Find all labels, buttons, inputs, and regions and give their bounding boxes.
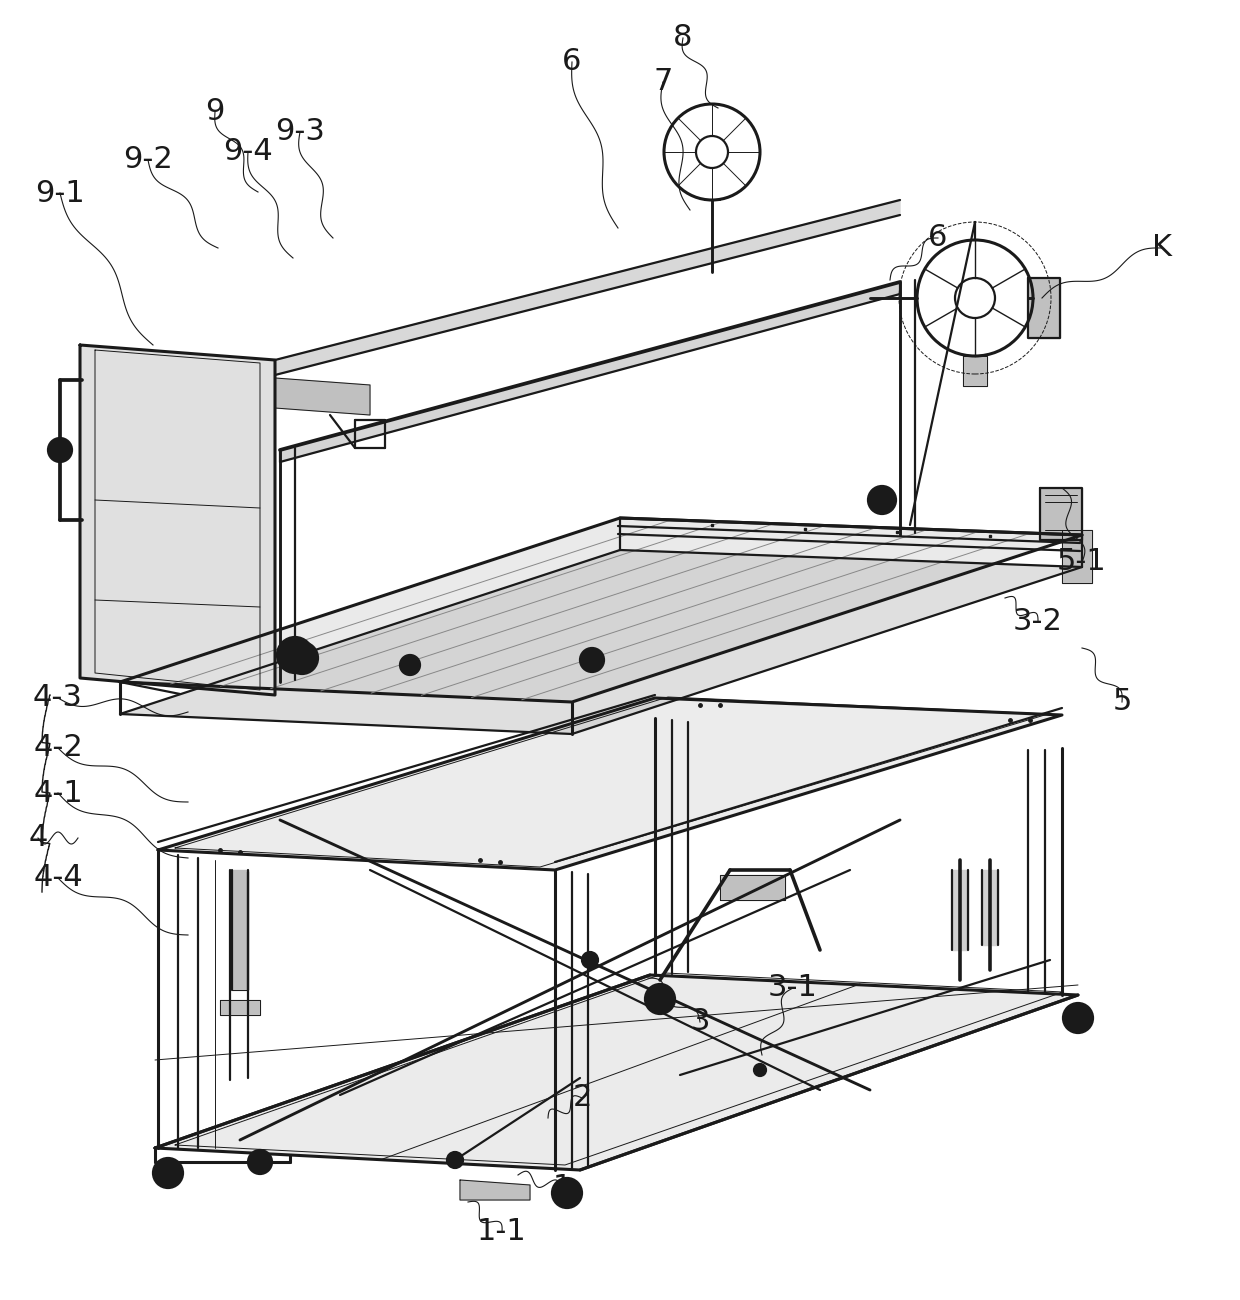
Circle shape [446, 1152, 463, 1167]
Polygon shape [982, 870, 998, 945]
Text: 5-1: 5-1 [1058, 547, 1107, 576]
Circle shape [645, 984, 675, 1014]
Circle shape [1063, 1004, 1092, 1034]
Circle shape [286, 642, 317, 673]
Text: 8: 8 [673, 23, 693, 52]
Text: 5: 5 [1112, 688, 1132, 716]
Polygon shape [1061, 530, 1092, 582]
Circle shape [580, 647, 604, 672]
Text: 2: 2 [573, 1083, 591, 1113]
Circle shape [48, 438, 72, 462]
Polygon shape [155, 975, 1078, 1170]
Text: 9: 9 [206, 98, 224, 126]
Polygon shape [219, 1000, 260, 1015]
Text: 9-3: 9-3 [275, 117, 325, 147]
Text: 7: 7 [653, 68, 672, 96]
Text: 3-1: 3-1 [768, 974, 818, 1002]
Text: 4: 4 [29, 823, 47, 853]
Text: 9-2: 9-2 [123, 146, 172, 174]
Polygon shape [120, 550, 1083, 734]
Circle shape [552, 1178, 582, 1208]
Text: 3-2: 3-2 [1013, 607, 1063, 637]
Polygon shape [275, 200, 900, 374]
Text: 6: 6 [929, 224, 947, 252]
Polygon shape [460, 1180, 529, 1200]
Polygon shape [1040, 488, 1083, 540]
Text: 9-4: 9-4 [223, 138, 273, 166]
Polygon shape [1028, 278, 1060, 338]
Polygon shape [275, 378, 370, 415]
Polygon shape [120, 517, 1083, 702]
Text: 1-1: 1-1 [477, 1218, 527, 1247]
Circle shape [582, 952, 598, 968]
Polygon shape [81, 344, 275, 696]
Text: 4-2: 4-2 [33, 733, 83, 763]
Polygon shape [952, 870, 968, 950]
Circle shape [868, 486, 897, 514]
Polygon shape [157, 698, 1061, 870]
Text: 1: 1 [552, 1174, 572, 1203]
Text: 6: 6 [562, 48, 582, 77]
Circle shape [248, 1150, 272, 1174]
Text: 3: 3 [691, 1008, 709, 1036]
Polygon shape [232, 870, 248, 991]
Text: 4-4: 4-4 [33, 863, 83, 893]
Polygon shape [280, 282, 900, 462]
Circle shape [401, 655, 420, 675]
Polygon shape [720, 875, 785, 900]
Circle shape [153, 1158, 184, 1188]
Text: K: K [1152, 234, 1172, 263]
Text: 4-3: 4-3 [33, 684, 83, 712]
Polygon shape [963, 356, 987, 386]
Text: 4-1: 4-1 [33, 779, 83, 807]
Circle shape [754, 1063, 766, 1076]
Text: 9-1: 9-1 [35, 178, 84, 208]
Circle shape [277, 637, 312, 673]
